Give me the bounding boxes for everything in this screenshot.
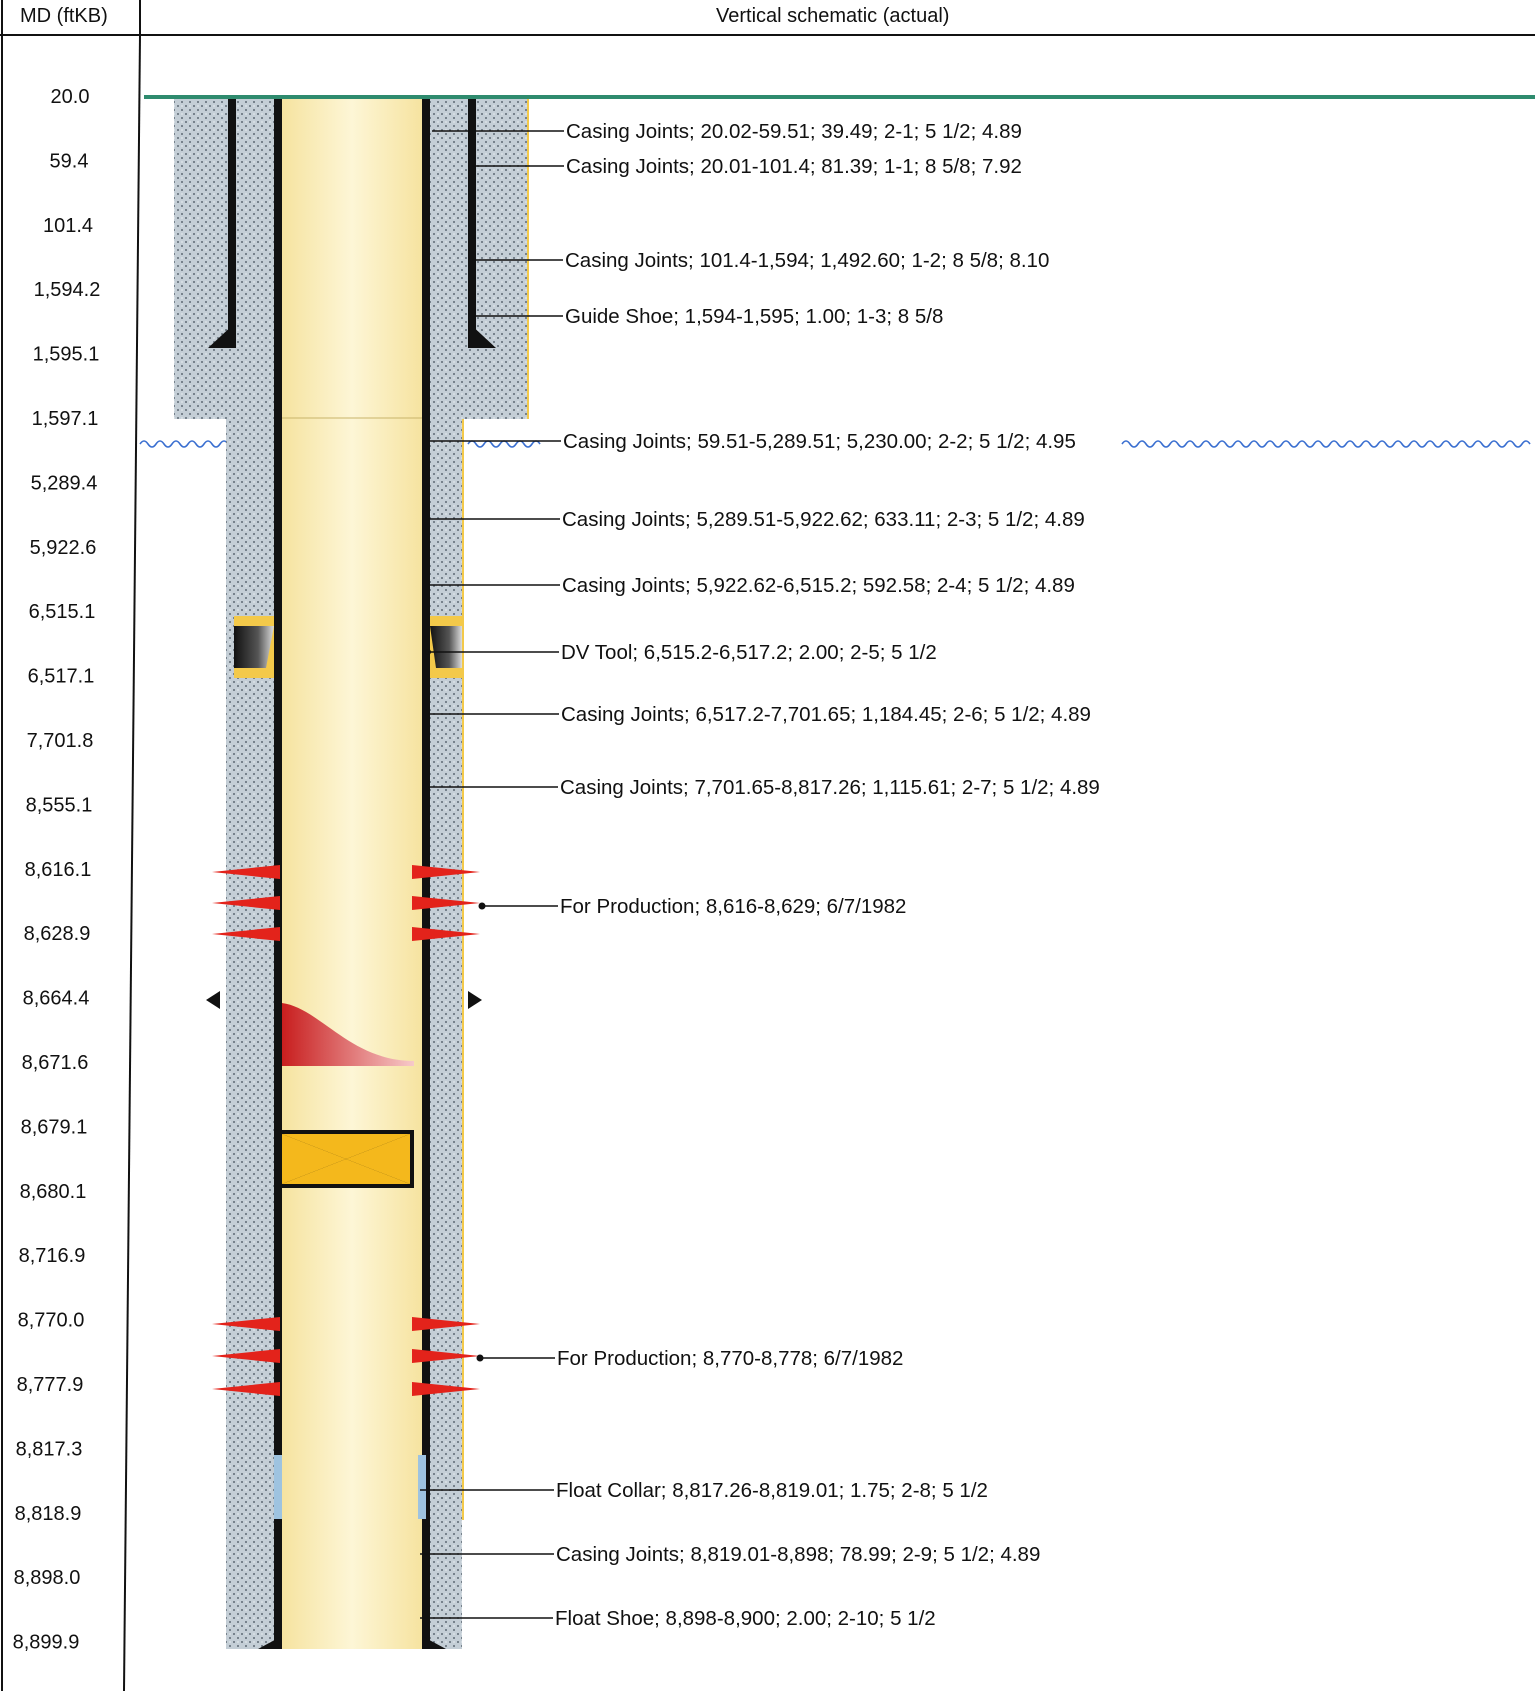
float-collar [274, 1455, 426, 1519]
depth-label: 5,289.4 [31, 472, 98, 494]
component-label: Float Shoe; 8,898-8,900; 2.00; 2-10; 5 1… [555, 1607, 936, 1630]
depth-label: 5,922.6 [30, 537, 97, 559]
water-line-mid [467, 440, 541, 448]
schematic-column-header: Vertical schematic (actual) [716, 5, 949, 27]
depth-label: 8,817.3 [16, 1438, 83, 1460]
depth-label: 8,777.9 [17, 1374, 84, 1396]
depth-label: 101.4 [43, 215, 93, 237]
perforation-shot-left [212, 896, 280, 910]
depth-label: 8,664.4 [23, 988, 90, 1010]
depth-label: 8,818.9 [15, 1503, 82, 1525]
depth-label: 8,671.6 [22, 1052, 89, 1074]
perforation-shot-left [212, 1349, 280, 1363]
perforations [212, 865, 480, 1396]
depth-label: 1,595.1 [33, 344, 100, 366]
perforation-shot-right [412, 865, 480, 879]
leader-dot [476, 1354, 484, 1362]
depth-marker-right-arrow [468, 991, 482, 1009]
component-label: Casing Joints; 7,701.65-8,817.26; 1,115.… [560, 776, 1100, 799]
depth-label: 7,701.8 [27, 730, 94, 752]
perforation-shot-left [212, 927, 280, 941]
depth-label: 1,597.1 [32, 408, 99, 430]
component-label: DV Tool; 6,515.2-6,517.2; 2.00; 2-5; 5 1… [561, 641, 937, 664]
guide-shoe-right [468, 322, 496, 348]
packer [276, 1130, 414, 1188]
depth-marker-left-arrow [206, 991, 220, 1009]
perforation-shot-right [412, 927, 480, 941]
leader-dot [478, 902, 486, 910]
depth-label: 8,680.1 [20, 1181, 87, 1203]
depth-label: 8,555.1 [26, 794, 93, 816]
component-label: Guide Shoe; 1,594-1,595; 1.00; 1-3; 8 5/… [565, 305, 943, 328]
perforation-shot-right [412, 1382, 480, 1396]
surface-casing-right-wall [468, 99, 476, 339]
perforation-shot-right [412, 896, 480, 910]
perforation-shot-right [412, 1349, 480, 1363]
perforation-shot-right [412, 1317, 480, 1331]
depth-label: 59.4 [50, 150, 89, 172]
depth-label: 8,679.1 [21, 1116, 88, 1138]
depth-label: 20.0 [51, 86, 90, 108]
component-label: Casing Joints; 5,289.51-5,922.62; 633.11… [562, 508, 1085, 531]
guide-shoe-left [208, 322, 236, 348]
md-column-header: MD (ftKB) [20, 5, 108, 27]
component-label: For Production; 8,770-8,778; 6/7/1982 [557, 1347, 903, 1370]
water-line-right [1121, 440, 1531, 448]
float-shoe-right [422, 1636, 446, 1649]
float-shoe-left [258, 1636, 282, 1649]
component-label: For Production; 8,616-8,629; 6/7/1982 [560, 895, 906, 918]
depth-label: 8,628.9 [24, 923, 91, 945]
component-labels: Casing Joints; 20.02-59.51; 39.49; 2-1; … [420, 120, 1100, 1630]
depth-label: 8,616.1 [25, 859, 92, 881]
perforation-shot-left [212, 865, 280, 879]
perforation-shot-left [212, 1317, 280, 1331]
component-label: Casing Joints; 20.02-59.51; 39.49; 2-1; … [566, 120, 1022, 143]
depth-label: 8,716.9 [19, 1245, 86, 1267]
component-label: Casing Joints; 20.01-101.4; 81.39; 1-1; … [566, 155, 1022, 178]
casing-interior [282, 99, 422, 1649]
component-label: Float Collar; 8,817.26-8,819.01; 1.75; 2… [556, 1479, 988, 1502]
surface-casing-left-wall [228, 99, 236, 339]
depth-labels: 20.0 59.4 101.4 1,594.2 1,595.1 1,597.1 5,289.… [13, 86, 101, 1654]
component-label: Casing Joints; 59.51-5,289.51; 5,230.00;… [563, 430, 1076, 453]
component-label: Casing Joints; 5,922.62-6,515.2; 592.58;… [562, 574, 1075, 597]
water-line-left [139, 440, 229, 448]
dv-tool [234, 616, 464, 678]
fill-plug [282, 1003, 414, 1066]
depth-label: 1,594.2 [34, 279, 101, 301]
component-label: Casing Joints; 101.4-1,594; 1,492.60; 1-… [565, 249, 1049, 272]
depth-label: 6,517.1 [28, 666, 95, 688]
depth-label: 6,515.1 [29, 601, 96, 623]
component-label: Casing Joints; 6,517.2-7,701.65; 1,184.4… [561, 703, 1091, 726]
depth-label: 8,898.0 [14, 1567, 81, 1589]
component-label: Casing Joints; 8,819.01-8,898; 78.99; 2-… [556, 1543, 1040, 1566]
depth-label: 8,899.9 [13, 1632, 80, 1654]
depth-label: 8,770.0 [18, 1310, 85, 1332]
perforation-shot-left [212, 1382, 280, 1396]
